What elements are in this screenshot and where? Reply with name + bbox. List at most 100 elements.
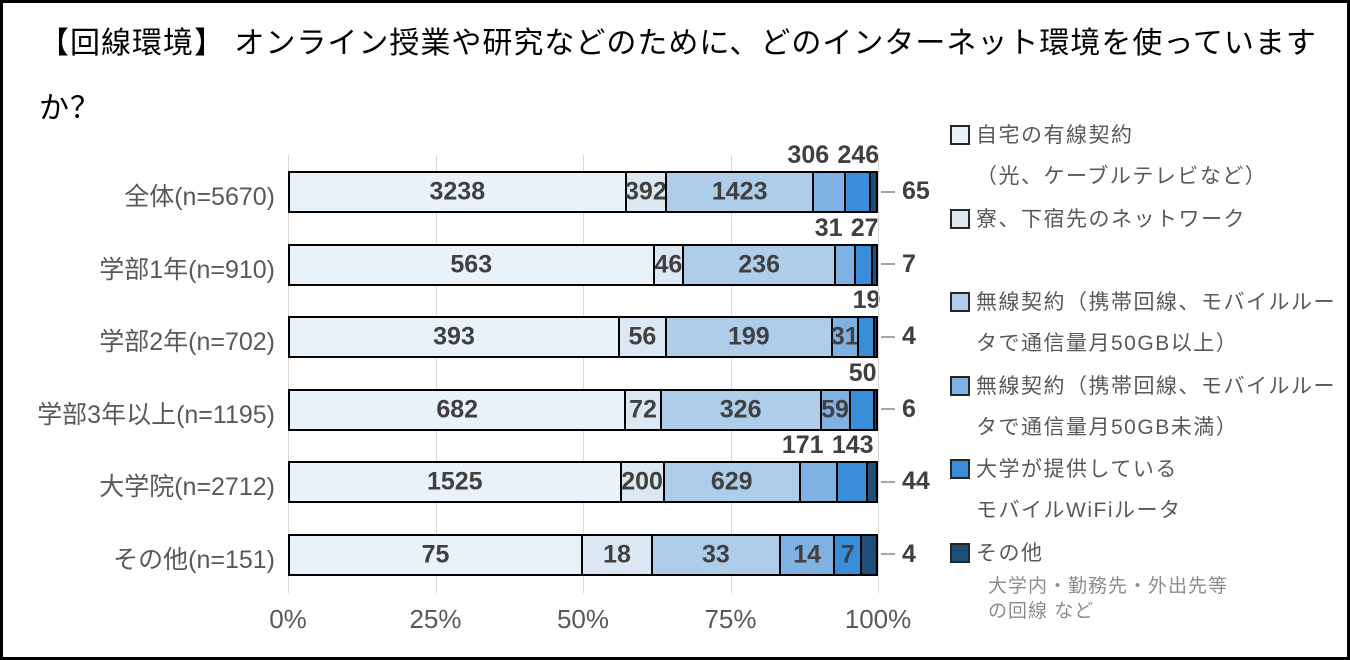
segment-value-label: 682 — [436, 395, 479, 423]
legend-item: 自宅の有線契約 （光、ケーブルテレビなど） — [950, 115, 1342, 197]
legend-label: 大学が提供している モバイルWiFiルータ — [976, 449, 1342, 531]
legend-label-line: （光、ケーブルテレビなど） — [976, 165, 1268, 188]
bar-segment: 72 — [624, 390, 660, 429]
category-label: 大学院(n=2712) — [99, 473, 275, 501]
bar-segment — [869, 173, 876, 211]
outside-value-text: 4 — [902, 322, 916, 350]
bar-segment — [871, 245, 876, 284]
legend-label-line: モバイルWiFiルータ — [976, 499, 1182, 522]
legend-swatch — [950, 375, 970, 396]
legend-note-line: の回線 など — [988, 601, 1095, 622]
segment-value-label: 33 — [702, 540, 730, 568]
segment-value-label: 393 — [433, 322, 475, 351]
bar-segment: 46 — [652, 245, 682, 284]
legend-swatch — [950, 125, 970, 145]
bar-segment: 200 — [619, 463, 663, 501]
legend-label-line: 寮、下宿先のネットワーク — [976, 207, 1246, 231]
segment-value-label: 200 — [621, 467, 663, 496]
bar-row: 75 18 33 14 7 — [288, 533, 878, 576]
leader-line — [881, 408, 895, 410]
gridline — [730, 155, 732, 593]
bar-segment: 18 — [581, 535, 651, 574]
legend-label-line: タで通信量月50GB未満） — [976, 415, 1239, 439]
legend-item: 無線契約（携帯回線、モバイルルー タで通信量月50GB以上） — [950, 282, 1342, 364]
category-label: 学部2年(n=702) — [99, 328, 275, 356]
leader-line — [881, 553, 895, 555]
segment-value-label: 1525 — [426, 467, 483, 496]
legend-swatch — [950, 292, 970, 312]
bar-segment: 682 — [290, 390, 625, 429]
outside-value-text: 65 — [902, 177, 930, 205]
gridline — [288, 155, 289, 593]
legend-item: その他 — [950, 533, 1342, 574]
x-tick-label: 50% — [556, 604, 610, 634]
bar-segment: 392 — [624, 173, 667, 211]
outside-value-label: 44 — [881, 467, 930, 496]
segment-value-label: 563 — [450, 250, 493, 278]
category-label: 全体(n=5670) — [124, 183, 275, 211]
category-label: その他(n=151) — [113, 545, 275, 574]
outside-value-text: 44 — [902, 467, 930, 495]
legend-label: その他 — [976, 533, 1342, 574]
bar-segment — [848, 390, 874, 429]
outside-value-label: 65 — [881, 177, 930, 206]
legend-note-line: 大学内・勤務先・外出先等 — [988, 576, 1229, 597]
bar-segment: 393 — [290, 318, 619, 356]
bar-segment — [873, 390, 876, 429]
bar-segment: 31 — [830, 318, 859, 356]
bar-segment — [872, 318, 876, 356]
segment-value-label: 59 — [821, 395, 849, 423]
segment-value-label: 75 — [421, 540, 450, 568]
legend-swatch — [950, 208, 970, 229]
legend-swatch — [950, 542, 970, 563]
legend-item: 無線契約（携帯回線、モバイルルー タで通信量月50GB未満） — [950, 366, 1342, 448]
chart-title: 【回線環境】 オンライン授業や研究などのために、どのインターネット環境を使ってい… — [39, 27, 1317, 125]
legend-item: 寮、下宿先のネットワーク — [950, 199, 1342, 240]
segment-value-label: 1423 — [711, 177, 768, 206]
leader-line — [881, 190, 895, 193]
bar-segment — [798, 463, 836, 501]
gridline — [435, 155, 437, 593]
x-tick-label: 0% — [269, 604, 307, 634]
bar-segment: 563 — [290, 245, 653, 284]
legend-label: 自宅の有線契約 （光、ケーブルテレビなど） — [976, 115, 1342, 197]
outside-value-label: 7 — [881, 250, 916, 279]
bar-segment: 59 — [819, 390, 849, 429]
segment-value-label: 18 — [603, 540, 631, 568]
bar-segment: 199 — [664, 318, 831, 356]
outside-value-label: 4 — [881, 540, 916, 569]
segment-value-label: 72 — [629, 395, 657, 423]
bar-segment: 75 — [290, 535, 582, 574]
outside-value-text: 4 — [902, 539, 916, 568]
bar-segment: 56 — [618, 318, 665, 356]
bar-segment — [856, 318, 873, 356]
legend-item: 大学が提供している モバイルWiFiルータ — [950, 449, 1342, 531]
legend-label: 無線契約（携帯回線、モバイルルー タで通信量月50GB未満） — [976, 366, 1342, 448]
legend-label-line: 無線契約（携帯回線、モバイルルー — [976, 291, 1336, 314]
leader-line — [881, 480, 895, 483]
bar-row: 393 56 199 31 — [288, 316, 878, 358]
bar-segment — [866, 463, 876, 501]
legend-label-line: 自宅の有線契約 — [976, 124, 1134, 147]
x-tick-label: 75% — [704, 604, 757, 634]
leader-line — [881, 263, 895, 265]
segment-value-label: 3238 — [429, 177, 486, 206]
legend-label-line: タで通信量月50GB以上） — [976, 332, 1239, 355]
gridline — [878, 155, 879, 593]
bar-segment: 1525 — [290, 463, 620, 501]
category-label: 学部1年(n=910) — [99, 255, 275, 284]
segment-value-label: 326 — [719, 395, 762, 423]
bar-segment: 33 — [650, 535, 779, 574]
bar-segment: 1423 — [665, 173, 813, 211]
bar-segment — [812, 173, 844, 211]
outside-value-label: 4 — [881, 322, 916, 351]
outside-value-label: 6 — [881, 395, 916, 424]
segment-value-label: 56 — [628, 322, 657, 351]
segment-value-label: 199 — [727, 322, 770, 351]
bar-row: 3238 392 1423 — [288, 171, 878, 213]
bar-segment: 629 — [662, 463, 799, 501]
bar-segment — [854, 245, 872, 284]
bar-segment: 7 — [833, 535, 861, 574]
bar-row: 563 46 236 — [288, 243, 878, 286]
